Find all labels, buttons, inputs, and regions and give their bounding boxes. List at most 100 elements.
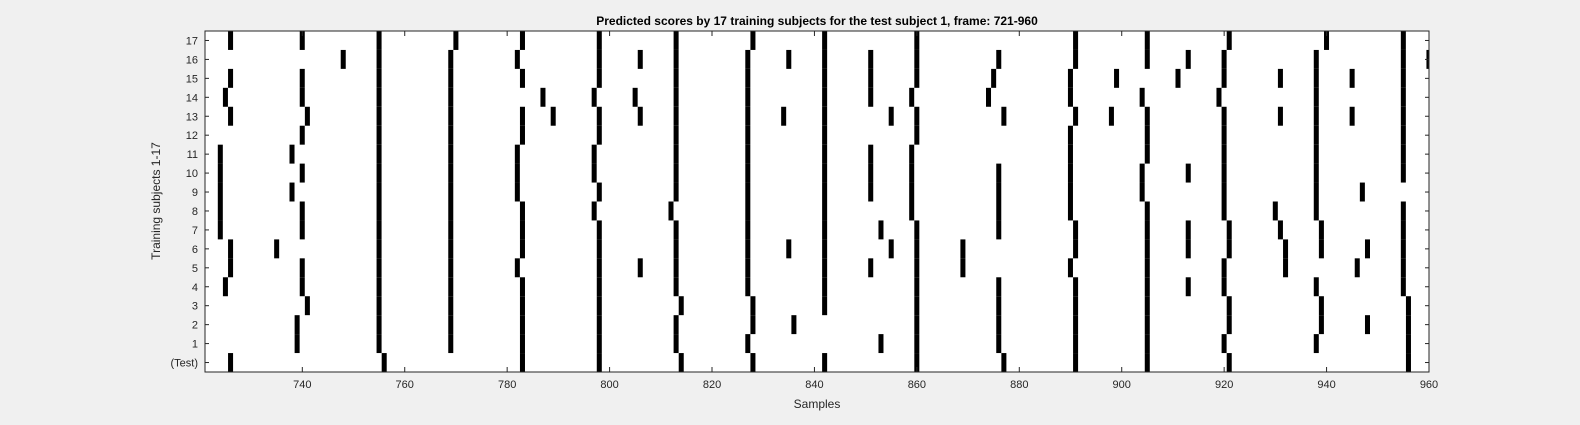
event-mark bbox=[1283, 258, 1289, 278]
event-mark bbox=[448, 239, 454, 259]
event-mark bbox=[1175, 68, 1181, 88]
event-mark bbox=[289, 144, 295, 164]
event-mark bbox=[274, 239, 280, 259]
event-mark bbox=[745, 277, 751, 297]
event-mark bbox=[1226, 239, 1232, 259]
event-mark bbox=[668, 201, 674, 221]
event-mark bbox=[1313, 277, 1319, 297]
event-mark bbox=[1073, 106, 1079, 126]
event-mark bbox=[673, 258, 679, 278]
event-mark bbox=[822, 220, 828, 240]
x-tick-label: 860 bbox=[908, 379, 926, 391]
event-mark bbox=[1221, 68, 1227, 88]
event-mark bbox=[519, 239, 525, 259]
event-mark bbox=[596, 353, 602, 372]
event-mark bbox=[299, 31, 305, 50]
event-mark bbox=[217, 182, 223, 202]
event-mark bbox=[1114, 68, 1120, 88]
y-tick-label: 1 bbox=[192, 339, 198, 351]
y-tick-label: 17 bbox=[186, 35, 198, 47]
event-mark bbox=[822, 201, 828, 221]
event-mark bbox=[376, 49, 382, 69]
event-mark bbox=[745, 125, 751, 145]
event-mark bbox=[1073, 31, 1079, 50]
event-mark bbox=[217, 201, 223, 221]
event-mark bbox=[596, 258, 602, 278]
x-tick-label: 900 bbox=[1113, 379, 1131, 391]
event-mark bbox=[1144, 277, 1150, 297]
event-mark bbox=[519, 277, 525, 297]
event-mark bbox=[1318, 315, 1324, 335]
event-mark bbox=[376, 201, 382, 221]
event-mark bbox=[228, 68, 234, 88]
event-mark bbox=[822, 68, 828, 88]
event-mark bbox=[448, 87, 454, 107]
event-mark bbox=[1318, 239, 1324, 259]
event-mark bbox=[289, 182, 295, 202]
event-mark bbox=[596, 296, 602, 316]
event-mark bbox=[519, 106, 525, 126]
event-mark bbox=[996, 163, 1002, 183]
event-mark bbox=[299, 68, 305, 88]
event-mark bbox=[1400, 31, 1406, 50]
event-mark bbox=[1073, 220, 1079, 240]
event-mark bbox=[888, 239, 894, 259]
event-mark bbox=[822, 258, 828, 278]
event-mark bbox=[1313, 125, 1319, 145]
event-mark bbox=[1139, 163, 1145, 183]
x-axis-ticks: 740 760 780 800 820 840 860 880 900 920 940 960 bbox=[293, 31, 1438, 391]
x-tick-label: 940 bbox=[1317, 379, 1335, 391]
event-mark bbox=[996, 182, 1002, 202]
event-mark bbox=[1067, 87, 1073, 107]
event-mark bbox=[914, 334, 920, 354]
y-tick-label: 16 bbox=[186, 54, 198, 66]
event-mark bbox=[1001, 353, 1007, 372]
event-mark bbox=[745, 144, 751, 164]
y-tick-label: 13 bbox=[186, 111, 198, 123]
event-mark bbox=[745, 106, 751, 126]
event-mark bbox=[745, 182, 751, 202]
event-mark bbox=[596, 106, 602, 126]
event-mark bbox=[745, 258, 751, 278]
event-mark bbox=[299, 220, 305, 240]
event-mark bbox=[1067, 68, 1073, 88]
event-mark bbox=[909, 87, 915, 107]
event-mark bbox=[550, 106, 556, 126]
event-mark bbox=[1359, 182, 1365, 202]
series-row-4 bbox=[222, 277, 1406, 297]
event-mark bbox=[294, 334, 300, 354]
event-mark bbox=[448, 68, 454, 88]
event-mark bbox=[1144, 315, 1150, 335]
event-mark bbox=[996, 296, 1002, 316]
event-mark bbox=[1144, 334, 1150, 354]
event-mark bbox=[1221, 277, 1227, 297]
event-mark bbox=[1001, 106, 1007, 126]
event-mark bbox=[228, 239, 234, 259]
event-mark bbox=[596, 31, 602, 50]
event-mark bbox=[1400, 106, 1406, 126]
event-mark bbox=[1313, 106, 1319, 126]
event-mark bbox=[299, 125, 305, 145]
x-axis-label: Samples bbox=[794, 397, 841, 411]
event-mark bbox=[1226, 220, 1232, 240]
series-row-7 bbox=[217, 220, 1406, 240]
series-row-11 bbox=[217, 144, 1406, 164]
event-mark bbox=[1221, 125, 1227, 145]
event-mark bbox=[632, 87, 638, 107]
event-mark bbox=[1144, 201, 1150, 221]
y-tick-label: 6 bbox=[192, 244, 198, 256]
event-mark bbox=[673, 182, 679, 202]
event-mark bbox=[1400, 220, 1406, 240]
series-row-3 bbox=[304, 296, 1411, 316]
event-mark bbox=[1144, 31, 1150, 50]
event-mark bbox=[376, 163, 382, 183]
series-row-1 bbox=[294, 334, 1411, 354]
event-mark bbox=[596, 277, 602, 297]
event-mark bbox=[1185, 220, 1191, 240]
event-mark bbox=[1073, 239, 1079, 259]
event-mark bbox=[299, 258, 305, 278]
event-mark bbox=[448, 277, 454, 297]
event-mark bbox=[637, 49, 643, 69]
event-mark bbox=[519, 334, 525, 354]
